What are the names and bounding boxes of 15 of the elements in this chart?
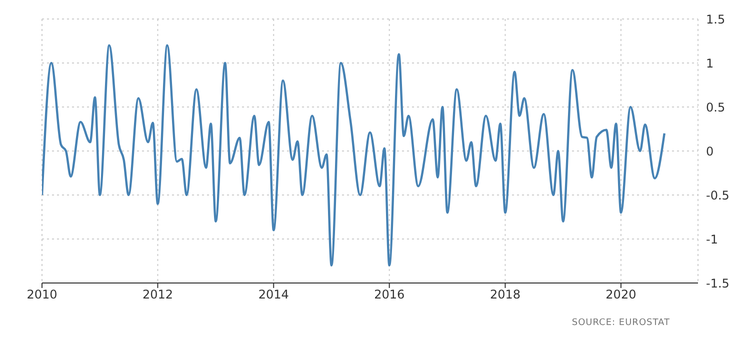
x-tick-label: 2016: [374, 288, 405, 302]
x-tick-label: 2014: [258, 288, 289, 302]
x-tick-label: 2010: [26, 288, 58, 302]
y-tick-label: 0.5: [706, 100, 726, 114]
line-series: [42, 44, 666, 266]
source-note: SOURCE: EUROSTAT: [572, 318, 670, 328]
x-tick-label: 2018: [490, 288, 520, 302]
y-tick-label: 0: [706, 144, 714, 158]
x-tick-label: 2012: [142, 288, 173, 302]
x-tick-label: 2020: [606, 288, 636, 302]
y-tick-label: 1: [706, 56, 714, 70]
y-tick-label: 1.5: [706, 12, 726, 26]
y-tick-label: -1.5: [706, 276, 730, 290]
y-tick-label: -0.5: [706, 188, 730, 202]
y-tick-label: -1: [706, 232, 718, 246]
